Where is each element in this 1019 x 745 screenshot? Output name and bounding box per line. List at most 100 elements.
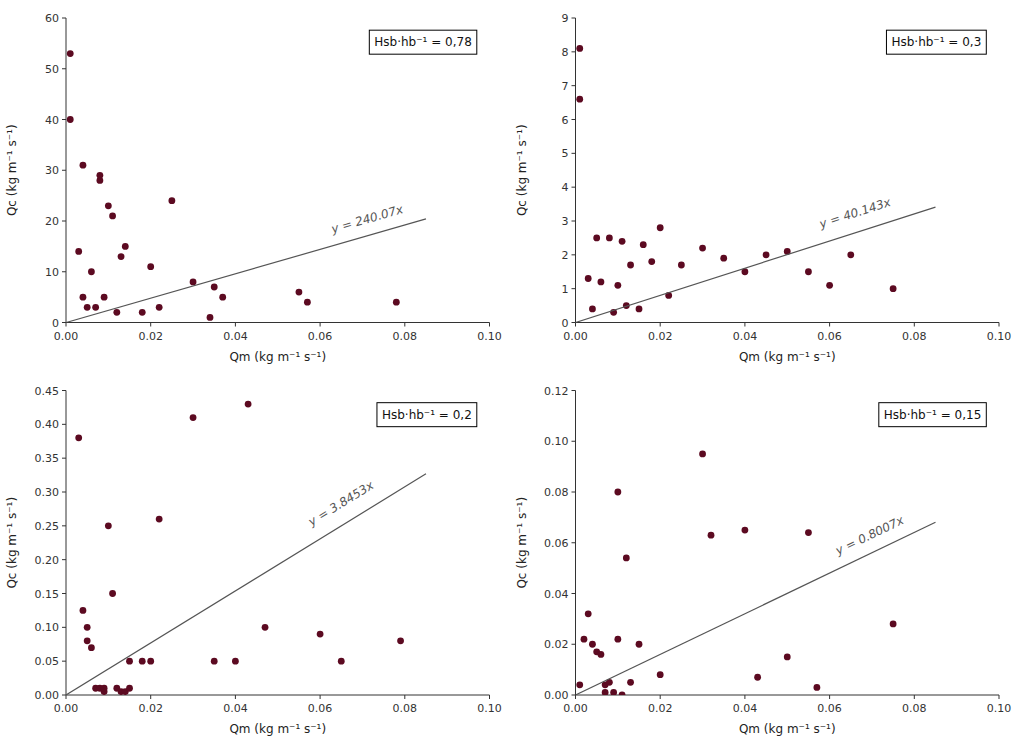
scatter-point	[742, 527, 749, 534]
y-tick	[62, 424, 66, 425]
scatter-point	[657, 224, 664, 231]
scatter-point	[847, 251, 854, 258]
x-tick-label: 0.02	[648, 702, 673, 715]
x-tick-label: 0.00	[563, 330, 588, 343]
scatter-point	[211, 284, 218, 291]
x-tick	[829, 323, 830, 327]
y-axis-label: Qc (kg m⁻¹ s⁻¹)	[5, 124, 19, 216]
scatter-point	[147, 658, 154, 665]
x-tick	[489, 323, 490, 327]
scatter-point	[581, 636, 588, 643]
x-tick	[660, 323, 661, 327]
y-tick-label: 20	[45, 215, 59, 228]
x-tick	[320, 695, 321, 699]
scatter-point	[576, 681, 583, 688]
x-tick	[575, 695, 576, 699]
y-tick-label: 60	[45, 12, 59, 25]
y-tick-label: 0.08	[544, 486, 569, 499]
x-tick-label: 0.10	[477, 702, 502, 715]
x-tick-label: 0.06	[308, 702, 333, 715]
scatter-point	[126, 658, 133, 665]
x-tick	[150, 695, 151, 699]
x-tick	[404, 323, 405, 327]
y-tick	[572, 288, 576, 289]
y-tick	[62, 119, 66, 120]
equation-label: y = 3.8453x	[305, 478, 377, 530]
y-tick-label: 10	[45, 266, 59, 279]
y-tick-label: 2	[562, 249, 569, 262]
y-tick	[572, 51, 576, 52]
scatter-point	[126, 685, 133, 692]
x-tick	[66, 695, 67, 699]
y-tick	[62, 221, 66, 222]
scatter-point	[245, 401, 252, 408]
scatter-point	[67, 116, 74, 123]
scatter-point	[589, 306, 596, 313]
marks	[576, 451, 936, 695]
equation-label: y = 40.143x	[817, 195, 893, 231]
y-tick-label: 0.45	[35, 385, 60, 398]
y-tick-label: 50	[45, 63, 59, 76]
scatter-point	[147, 263, 154, 270]
scatter-point	[105, 202, 112, 209]
y-tick	[572, 492, 576, 493]
y-tick	[62, 271, 66, 272]
scatter-point	[338, 658, 345, 665]
y-axis-line	[66, 391, 67, 696]
x-tick	[235, 323, 236, 327]
x-axis-label: Qm (kg m⁻¹ s⁻¹)	[739, 350, 836, 364]
panel-label-box	[886, 30, 986, 54]
x-axis-line	[576, 322, 1000, 323]
y-tick-label: 0	[52, 317, 59, 330]
y-tick	[62, 525, 66, 526]
scatter-point	[75, 434, 82, 441]
y-tick-label: 0.10	[544, 435, 569, 448]
x-tick	[914, 323, 915, 327]
scatter-point	[118, 253, 125, 260]
scatter-point	[610, 689, 617, 695]
x-tick-label: 0.06	[817, 702, 842, 715]
x-tick-label: 0.00	[54, 702, 79, 715]
x-tick-label: 0.00	[54, 330, 79, 343]
y-tick-label: 40	[45, 114, 59, 127]
scatter-point	[105, 522, 112, 529]
scatter-point	[763, 251, 770, 258]
scatter-point	[84, 637, 91, 644]
y-tick-label: 0.05	[35, 655, 60, 668]
scatter-point	[614, 489, 621, 496]
x-tick	[744, 323, 745, 327]
y-tick	[62, 18, 66, 19]
scatter-point	[80, 607, 87, 614]
scatter-point	[699, 245, 706, 252]
y-tick	[572, 18, 576, 19]
x-tick-label: 0.06	[817, 330, 842, 343]
y-tick-label: 6	[562, 114, 569, 127]
x-tick	[489, 695, 490, 699]
y-tick-label: 0.12	[544, 385, 569, 398]
scatter-point	[190, 279, 197, 286]
y-tick-label: 0	[562, 317, 569, 330]
panel: 0.000.020.040.060.080.100102030405060Qm …	[5, 12, 502, 364]
x-tick	[829, 695, 830, 699]
y-tick	[572, 85, 576, 86]
scatter-point	[890, 285, 897, 292]
scatter-point	[139, 658, 146, 665]
y-tick-label: 0.02	[544, 638, 569, 651]
fit-line	[66, 474, 426, 695]
panel: 0.000.020.040.060.080.100123456789Qm (kg…	[515, 12, 1012, 364]
y-tick	[572, 542, 576, 543]
scatter-point	[156, 304, 163, 311]
y-tick-label: 5	[562, 147, 569, 160]
scatter-point	[262, 624, 269, 631]
x-tick-label: 0.10	[987, 702, 1012, 715]
scatter-point	[589, 641, 596, 648]
panel-label: Hsb·hb⁻¹ = 0,3	[891, 35, 981, 49]
figure: 0.000.020.040.060.080.100102030405060Qm …	[0, 0, 1019, 745]
y-tick-label: 1	[562, 283, 569, 296]
fit-line	[576, 522, 936, 695]
scatter-point	[109, 590, 116, 597]
marks	[66, 401, 426, 695]
x-tick	[150, 323, 151, 327]
x-tick-label: 0.08	[902, 702, 927, 715]
scatter-point	[88, 268, 95, 275]
